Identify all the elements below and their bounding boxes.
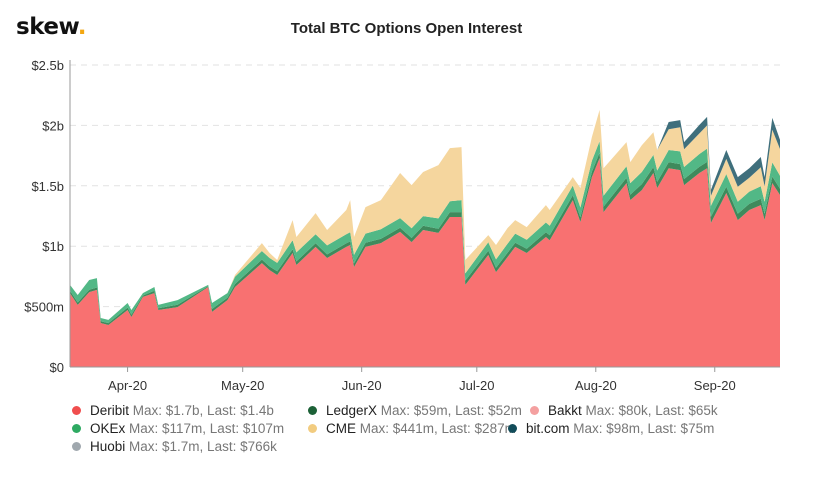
legend-series-summary: Max: $98m, Last: $75m xyxy=(569,421,715,436)
legend-series-name: Huobi xyxy=(90,439,126,454)
legend-series-summary: Max: $1.7m, Last: $766k xyxy=(125,439,277,454)
axes: $0 $500m $1b $1.5b $2b $2.5b Apr-20 May-20 Jun-2… xyxy=(24,58,780,393)
x-tick-label: Jul-20 xyxy=(459,378,494,393)
area-ledgerx xyxy=(70,152,780,325)
logo-dot: . xyxy=(77,14,87,40)
legend-item-ledgerx[interactable]: LedgerX Max: $59m, Last: $52m xyxy=(308,403,522,418)
chart-title: Total BTC Options Open Interest xyxy=(290,20,523,37)
y-tick-label: $1.5b xyxy=(31,179,64,194)
legend-item-bakkt[interactable]: Bakkt Max: $80k, Last: $65k xyxy=(530,403,718,418)
legend-series-summary: Max: $1.7b, Last: $1.4b xyxy=(129,403,274,418)
legend-series-name: Bakkt xyxy=(548,403,582,418)
stacked-areas xyxy=(70,109,780,367)
legend-series-name: LedgerX xyxy=(326,403,378,418)
legend-item-deribit[interactable]: Deribit Max: $1.7b, Last: $1.4b xyxy=(72,403,274,418)
legend-item-huobi[interactable]: Huobi Max: $1.7m, Last: $766k xyxy=(72,439,277,454)
legend-series-name: Deribit xyxy=(90,403,130,418)
legend-item-cme[interactable]: CME Max: $441m, Last: $287m xyxy=(308,421,516,436)
area-okex xyxy=(70,141,780,324)
legend-series-summary: Max: $80k, Last: $65k xyxy=(581,403,718,418)
legend-series-name: OKEx xyxy=(90,421,126,436)
y-tick-label: $2.5b xyxy=(31,58,64,73)
y-tick-label: $2b xyxy=(42,118,64,133)
legend-series-name: CME xyxy=(326,421,356,436)
x-tick-label: Jun-20 xyxy=(342,378,382,393)
x-tick-label: Sep-20 xyxy=(694,378,736,393)
x-tick-label: Aug-20 xyxy=(575,378,617,393)
logo-text: skew xyxy=(16,14,78,40)
legend-series-summary: Max: $117m, Last: $107m xyxy=(125,421,285,436)
legend-series-name: bit.com xyxy=(526,421,570,436)
x-tick-label: May-20 xyxy=(221,378,264,393)
legend-series-summary: Max: $441m, Last: $287m xyxy=(356,421,516,436)
legend-dot-icon xyxy=(72,441,81,451)
skew-logo: skew. xyxy=(16,14,87,40)
area-deribit xyxy=(70,158,780,367)
y-tick-label: $1b xyxy=(42,239,64,254)
y-tick-label: $0 xyxy=(50,360,64,375)
legend-dot-icon xyxy=(530,405,539,415)
y-tick-label: $500m xyxy=(24,300,64,315)
legend-dot-icon xyxy=(72,405,81,415)
legend-series-summary: Max: $59m, Last: $52m xyxy=(377,403,522,418)
legend-dot-icon xyxy=(308,405,317,415)
legend-dot-icon xyxy=(508,423,517,433)
legend-item-okex[interactable]: OKEx Max: $117m, Last: $107m xyxy=(72,421,284,436)
legend-dot-icon xyxy=(72,423,81,433)
legend-item-bitcom[interactable]: bit.com Max: $98m, Last: $75m xyxy=(508,421,714,436)
x-tick-label: Apr-20 xyxy=(108,378,147,393)
legend-dot-icon xyxy=(308,423,317,433)
chart-plot: $0 $500m $1b $1.5b $2b $2.5b Apr-20 May-20 Jun-2… xyxy=(24,58,780,393)
area-cme xyxy=(70,109,780,320)
